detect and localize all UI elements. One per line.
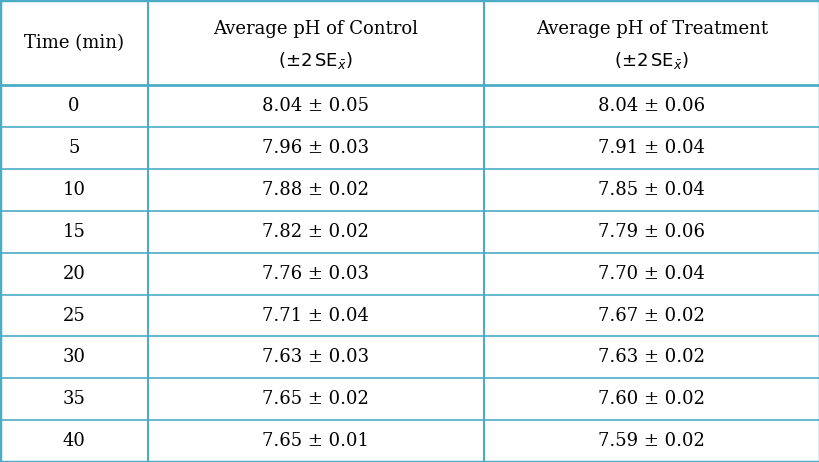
Text: 7.88 ± 0.02: 7.88 ± 0.02 xyxy=(262,181,369,199)
Text: 7.70 ± 0.04: 7.70 ± 0.04 xyxy=(598,265,704,283)
Text: 7.71 ± 0.04: 7.71 ± 0.04 xyxy=(262,307,369,325)
Text: 7.59 ± 0.02: 7.59 ± 0.02 xyxy=(598,432,704,450)
Text: 5: 5 xyxy=(68,139,79,157)
Text: 7.63 ± 0.03: 7.63 ± 0.03 xyxy=(262,348,369,366)
Text: 7.96 ± 0.03: 7.96 ± 0.03 xyxy=(262,139,369,157)
Text: 15: 15 xyxy=(62,223,85,241)
Text: 7.65 ± 0.01: 7.65 ± 0.01 xyxy=(262,432,369,450)
Text: 25: 25 xyxy=(62,307,85,325)
Text: 8.04 ± 0.05: 8.04 ± 0.05 xyxy=(262,97,369,116)
Text: 7.65 ± 0.02: 7.65 ± 0.02 xyxy=(262,390,369,408)
Text: 0: 0 xyxy=(68,97,79,116)
Text: 7.63 ± 0.02: 7.63 ± 0.02 xyxy=(598,348,704,366)
Text: 20: 20 xyxy=(62,265,85,283)
Text: 7.85 ± 0.04: 7.85 ± 0.04 xyxy=(598,181,704,199)
Text: 10: 10 xyxy=(62,181,85,199)
Text: 30: 30 xyxy=(62,348,85,366)
Text: 7.79 ± 0.06: 7.79 ± 0.06 xyxy=(598,223,704,241)
Text: Average pH of Control: Average pH of Control xyxy=(213,20,418,38)
Text: $(\pm 2\,\mathrm{SE}_{\bar{x}})$: $(\pm 2\,\mathrm{SE}_{\bar{x}})$ xyxy=(278,50,353,71)
Text: 7.91 ± 0.04: 7.91 ± 0.04 xyxy=(598,139,704,157)
Text: 7.67 ± 0.02: 7.67 ± 0.02 xyxy=(598,307,704,325)
Text: 40: 40 xyxy=(62,432,85,450)
Text: 7.82 ± 0.02: 7.82 ± 0.02 xyxy=(262,223,369,241)
Text: 7.60 ± 0.02: 7.60 ± 0.02 xyxy=(598,390,704,408)
Text: 35: 35 xyxy=(62,390,85,408)
Text: Time (min): Time (min) xyxy=(24,34,124,52)
Text: $(\pm 2\,\mathrm{SE}_{\bar{x}})$: $(\pm 2\,\mathrm{SE}_{\bar{x}})$ xyxy=(613,50,689,71)
Text: Average pH of Treatment: Average pH of Treatment xyxy=(535,20,767,38)
Text: 8.04 ± 0.06: 8.04 ± 0.06 xyxy=(598,97,704,116)
Text: 7.76 ± 0.03: 7.76 ± 0.03 xyxy=(262,265,369,283)
